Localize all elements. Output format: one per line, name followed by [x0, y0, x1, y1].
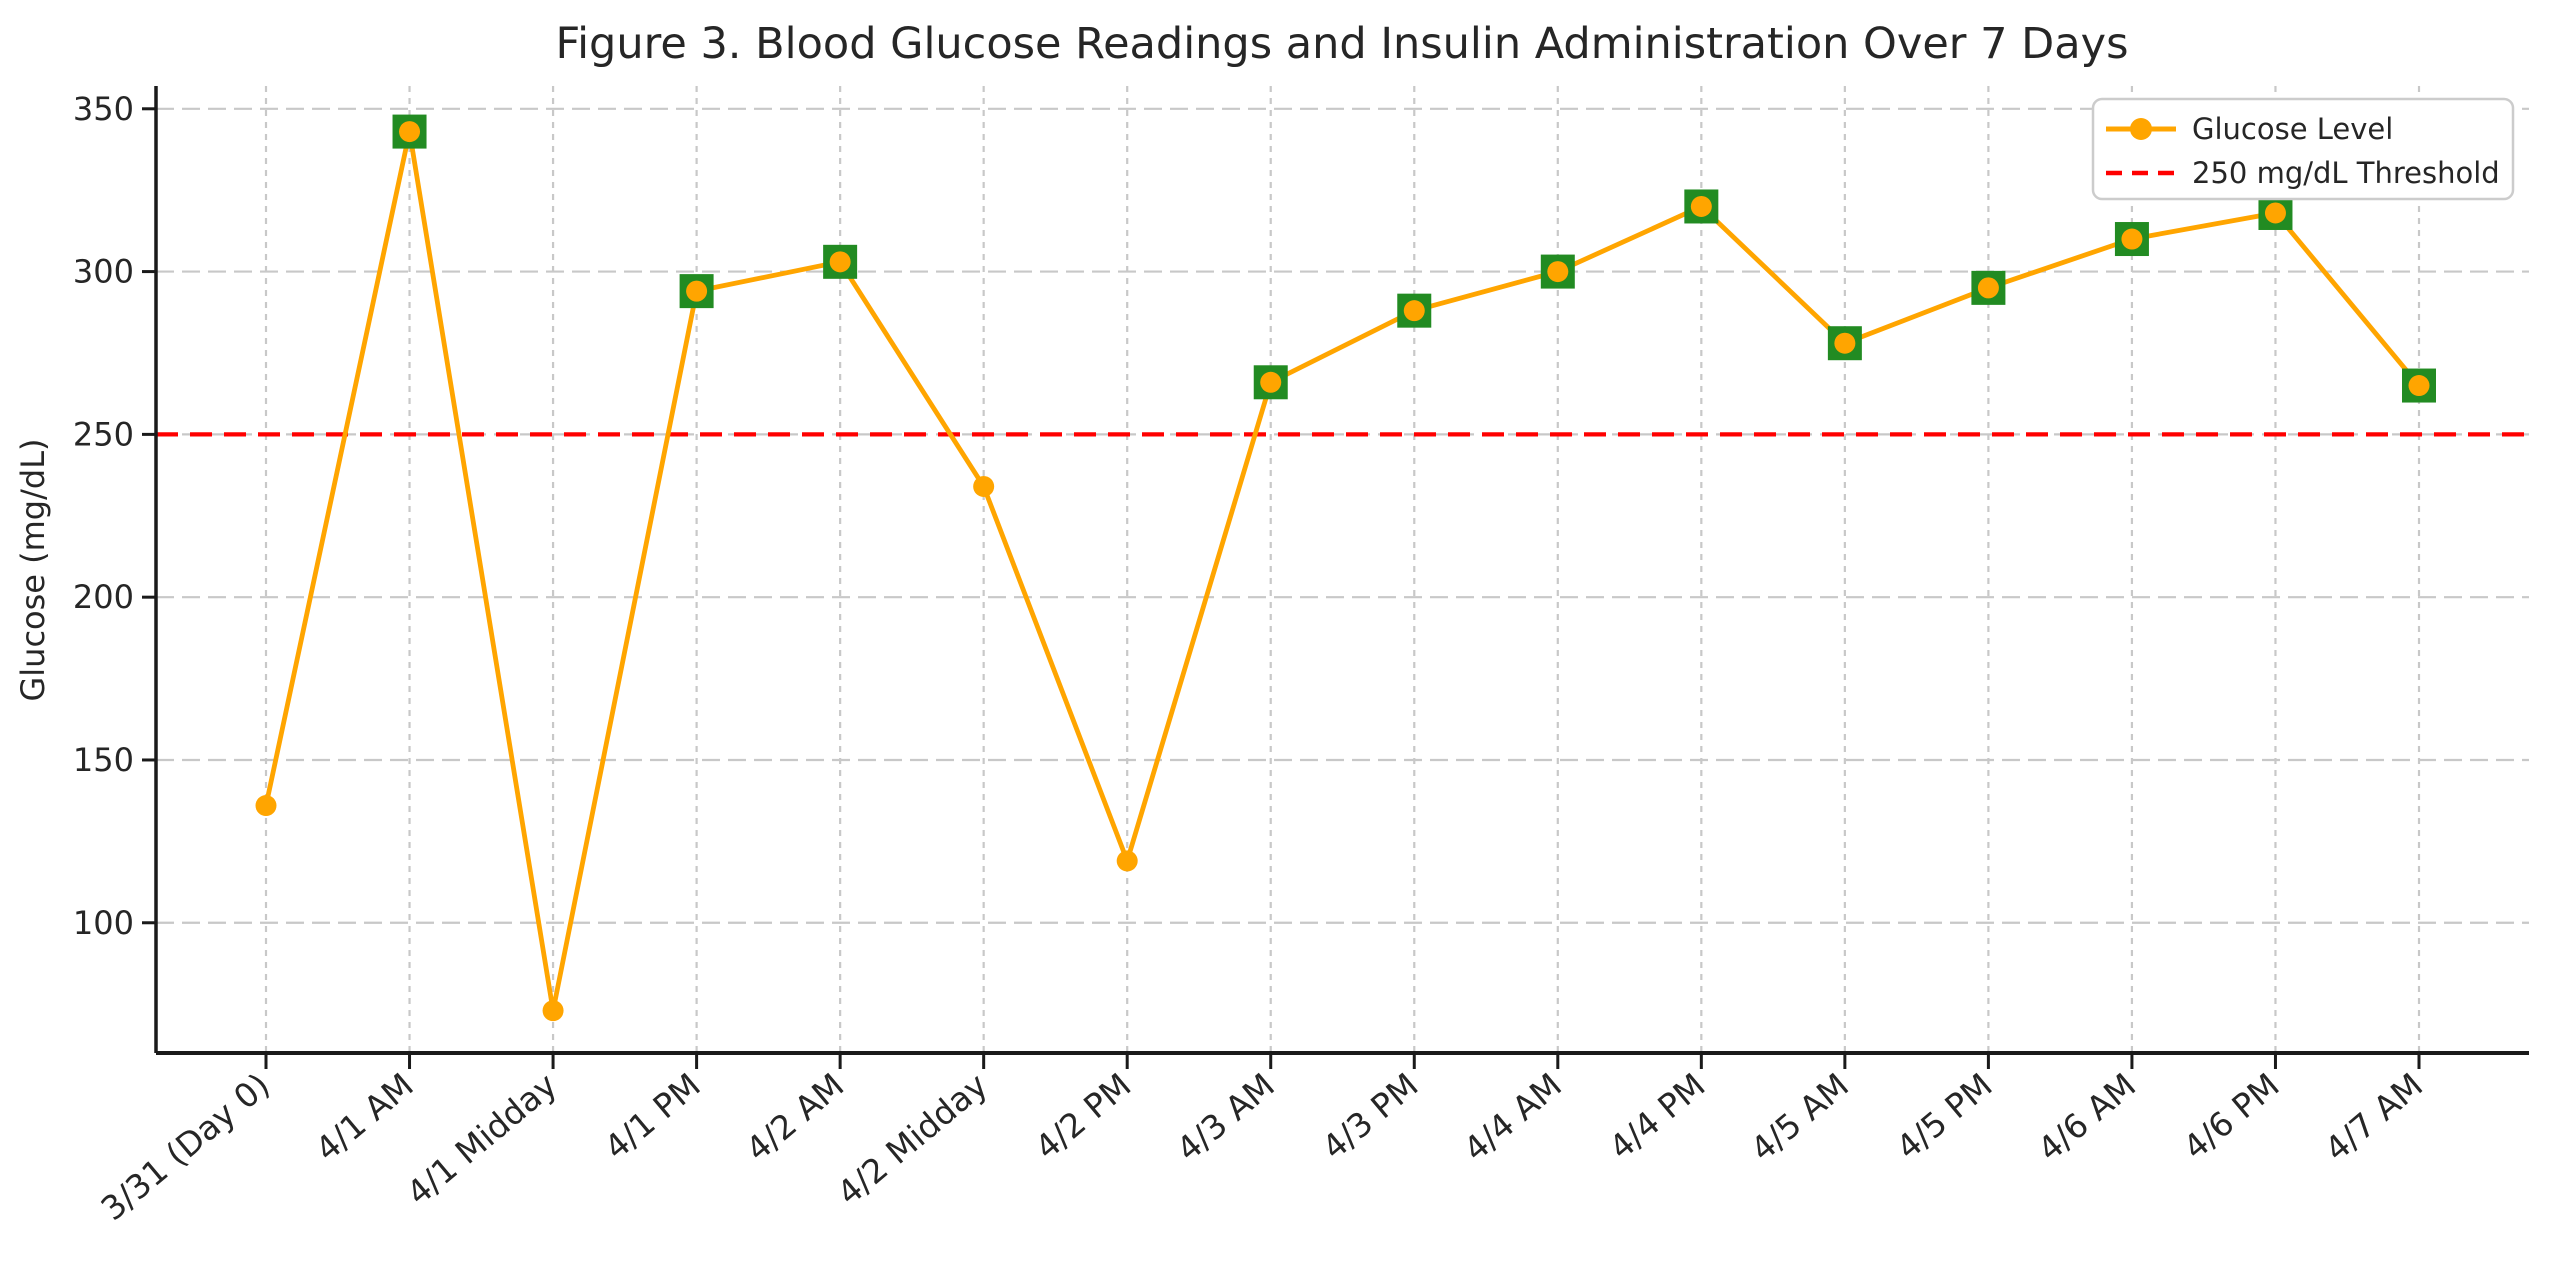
- x-tick-label: 3/31 (Day 0): [94, 1065, 278, 1228]
- y-tick-label: 100: [73, 904, 134, 942]
- x-tick-label: 4/1 AM: [308, 1065, 421, 1169]
- x-tick-label: 4/6 AM: [2030, 1065, 2143, 1169]
- y-axis-label: Glucose (mg/dL): [14, 438, 52, 701]
- glucose-point: [542, 1000, 564, 1022]
- x-tick-label: 4/2 AM: [738, 1065, 851, 1169]
- x-tick-label: 4/3 PM: [1315, 1065, 1426, 1167]
- glucose-point: [1116, 850, 1138, 872]
- x-tick-label: 4/1 PM: [597, 1065, 708, 1167]
- legend-box: [2091, 97, 2515, 201]
- chart-title: Figure 3. Blood Glucose Readings and Ins…: [555, 19, 2128, 69]
- y-tick-label: 200: [73, 578, 134, 616]
- glucose-point: [2264, 202, 2286, 224]
- legend: Glucose Level 250 mg/dL Threshold: [2091, 97, 2515, 201]
- legend-glucose-label: Glucose Level: [2192, 112, 2393, 146]
- glucose-point: [973, 475, 995, 497]
- legend-glucose-dot-swatch: [2130, 118, 2152, 140]
- y-tick-label: 300: [73, 253, 134, 291]
- glucose-point: [2408, 375, 2430, 397]
- x-tick-label: 4/5 PM: [1889, 1065, 2000, 1167]
- glucose-point: [255, 795, 277, 817]
- x-tick-label: 4/6 PM: [2176, 1065, 2287, 1167]
- x-tick-label: 4/4 PM: [1602, 1065, 1713, 1167]
- glucose-point: [2121, 228, 2143, 250]
- glucose-line: [263, 129, 2421, 1014]
- x-tick-label: 4/2 Midday: [830, 1065, 995, 1212]
- x-tick-label: 4/4 AM: [1456, 1065, 1569, 1169]
- glucose-point: [1260, 371, 1282, 393]
- y-tick-label: 150: [73, 741, 134, 779]
- y-tick-label: 350: [73, 90, 134, 128]
- x-tick-label: 4/1 Midday: [399, 1065, 564, 1212]
- glucose-point: [399, 121, 421, 143]
- glucose-series: [255, 114, 2436, 1022]
- glucose-point: [1547, 261, 1569, 283]
- glucose-point: [1834, 332, 1856, 354]
- glucose-point: [686, 280, 708, 302]
- glucose-point: [1403, 300, 1425, 322]
- x-tick-label: 4/7 AM: [2317, 1065, 2430, 1169]
- legend-threshold-label: 250 mg/dL Threshold: [2192, 156, 2500, 190]
- x-tick-label: 4/3 AM: [1169, 1065, 1282, 1169]
- glucose-point: [1977, 277, 1999, 299]
- y-tick-label: 250: [73, 415, 134, 453]
- glucose-point: [1690, 195, 1712, 217]
- x-tick-label: 4/5 AM: [1743, 1065, 1856, 1169]
- x-tick-label: 4/2 PM: [1027, 1065, 1138, 1167]
- glucose-point: [829, 251, 851, 273]
